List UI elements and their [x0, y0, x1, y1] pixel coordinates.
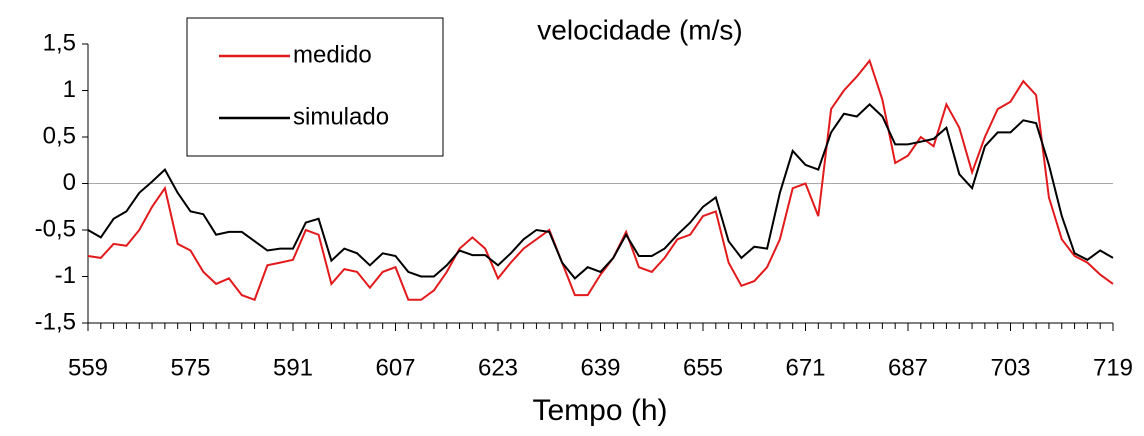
x-tick-label: 703: [990, 354, 1030, 381]
y-tick-label: 1,5: [43, 29, 76, 56]
x-tick-label: 559: [68, 354, 108, 381]
series-line: [87, 103, 1114, 280]
y-tick-label: 0: [63, 169, 76, 196]
y-tick-label: -1: [55, 262, 76, 289]
x-tick-label: 719: [1093, 354, 1133, 381]
x-tick-label: 623: [478, 354, 518, 381]
x-tick-label: 687: [888, 354, 928, 381]
y-tick-label: 1: [63, 76, 76, 103]
legend-label: medido: [293, 41, 372, 68]
x-tick-label: 671: [785, 354, 825, 381]
x-tick-label: 591: [273, 354, 313, 381]
x-tick-label: 639: [580, 354, 620, 381]
series-line: [87, 58, 1114, 302]
x-tick-label: 575: [170, 354, 210, 381]
y-tick-label: -1,5: [35, 308, 76, 335]
legend-box: [186, 17, 444, 157]
x-tick-label: 655: [683, 354, 723, 381]
y-tick-label: -0,5: [35, 215, 76, 242]
x-axis-label: Tempo (h): [532, 394, 667, 427]
y-tick-label: 0,5: [43, 122, 76, 149]
x-tick-label: 607: [375, 354, 415, 381]
legend-label: simulado: [293, 103, 389, 130]
chart-title: velocidade (m/s): [537, 14, 742, 45]
